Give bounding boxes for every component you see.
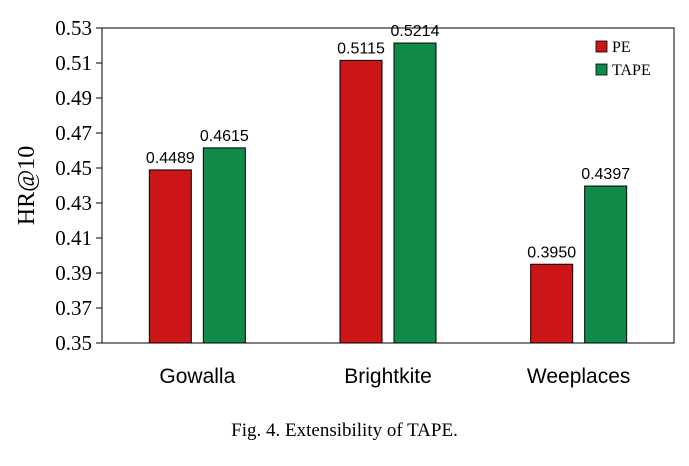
y-tick-label: 0.49 [55,86,92,110]
legend-label: TAPE [612,62,651,79]
bar-pe-brightkite [339,59,383,344]
x-category-label: Gowalla [159,365,235,388]
bar-tape-weeplaces [584,185,628,344]
data-label: 0.5214 [391,23,440,40]
y-axis: 0.35 0.37 0.39 0.41 0.43 0.45 0.47 0.49 0.51 0.53 [55,16,102,355]
figure-caption: Fig. 4. Extensibility of TAPE. [231,420,458,441]
bar-tape-gowalla [202,147,246,344]
bars-group: 0.4489 0.4615 0.5115 0.5214 0.3950 0.4397 [146,23,630,344]
y-tick-label: 0.43 [55,191,92,215]
data-label: 0.3950 [527,244,576,261]
y-tick-label: 0.47 [55,121,92,145]
legend-swatch-tape [595,63,608,76]
bar-pe-weeplaces [530,263,574,344]
y-tick-label: 0.35 [55,331,92,355]
x-category-label: Brightkite [344,365,432,388]
x-axis: Gowalla Brightkite Weeplaces [159,365,630,388]
y-tick-label: 0.37 [55,296,92,320]
y-tick-label: 0.45 [55,156,92,180]
data-label: 0.5115 [337,40,385,57]
y-tick-label: 0.51 [55,51,92,75]
data-label: 0.4615 [200,128,249,145]
legend-label: PE [612,39,631,56]
plot-area-frame [101,27,675,344]
legend: PE TAPE [595,39,651,79]
legend-swatch-pe [595,40,608,53]
x-category-label: Weeplaces [527,365,631,388]
data-label: 0.4397 [581,166,630,183]
bar-tape-brightkite [393,42,437,344]
y-tick-label: 0.39 [55,261,92,285]
y-axis-title: HR@10 [14,146,40,225]
y-tick-label: 0.41 [55,226,92,250]
y-tick-label: 0.53 [55,16,92,40]
bar-chart: 0.35 0.37 0.39 0.41 0.43 0.45 0.47 0.49 0.51 0.53… [14,16,675,388]
data-label: 0.4489 [146,150,195,167]
bar-pe-gowalla [148,169,192,344]
